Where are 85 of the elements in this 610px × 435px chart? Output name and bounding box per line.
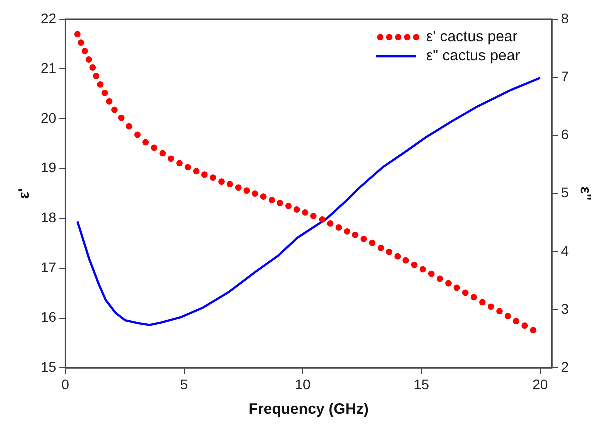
point — [78, 40, 84, 46]
point — [184, 164, 192, 171]
point — [336, 224, 342, 231]
point — [235, 184, 242, 192]
point — [112, 106, 118, 114]
point — [226, 181, 234, 188]
legend-label: ε" cactus pear — [426, 48, 520, 65]
point — [244, 188, 250, 194]
point — [394, 253, 402, 260]
point — [102, 90, 108, 96]
point — [310, 213, 317, 220]
point — [496, 308, 503, 315]
y-tick-label: 21 — [40, 60, 57, 76]
point — [151, 144, 158, 152]
point — [369, 240, 376, 246]
point — [352, 232, 359, 238]
point — [210, 174, 216, 182]
y2-tick-label: 4 — [561, 242, 570, 259]
point — [126, 123, 132, 130]
y-tick-label: 15 — [40, 359, 57, 376]
point — [344, 228, 351, 235]
point — [402, 257, 410, 264]
y-axis-title: ε' — [16, 188, 34, 200]
x-tick-label: 10 — [295, 376, 311, 392]
y2-tick-label: 8 — [561, 10, 570, 26]
point — [193, 168, 200, 175]
point — [411, 262, 418, 268]
point — [470, 294, 478, 301]
y-tick-label: 16 — [40, 309, 57, 326]
point — [378, 244, 384, 252]
x-axis-title: Frequency (GHz) — [248, 401, 369, 418]
x-tick-label: 15 — [414, 376, 430, 392]
point — [479, 299, 486, 306]
point — [160, 150, 166, 157]
point — [513, 318, 520, 325]
point — [286, 203, 292, 210]
point — [428, 270, 435, 278]
point — [268, 197, 276, 204]
point — [504, 313, 512, 320]
point — [74, 31, 81, 38]
point — [302, 210, 309, 216]
point — [319, 216, 326, 223]
point — [436, 276, 444, 282]
point — [420, 266, 426, 273]
x-tick-label: 5 — [180, 376, 188, 392]
y-tick-label: 19 — [40, 160, 57, 176]
point — [97, 81, 104, 88]
point — [530, 327, 537, 334]
x-tick-label: 0 — [62, 376, 70, 392]
point — [86, 56, 92, 63]
point — [106, 98, 113, 105]
point — [118, 114, 125, 122]
y-tick-label: 17 — [40, 259, 57, 276]
point — [252, 190, 258, 197]
point — [488, 304, 494, 310]
legend-label: ε' cactus pear — [426, 28, 518, 46]
point — [294, 206, 300, 213]
point — [218, 178, 225, 186]
y-tick-label: 22 — [40, 10, 57, 26]
y2-tick-label: 2 — [561, 359, 570, 376]
point — [260, 194, 267, 200]
x-tick-label: 20 — [532, 376, 548, 392]
point — [93, 73, 100, 80]
point — [142, 139, 150, 146]
y2-tick-label: 6 — [561, 126, 570, 143]
point — [446, 280, 452, 287]
point — [176, 160, 183, 167]
point — [82, 48, 88, 54]
y-tick-label: 20 — [40, 110, 57, 126]
y2-tick-label: 7 — [561, 68, 570, 84]
y2-axis-title: ε" — [576, 186, 594, 201]
point — [201, 172, 208, 178]
point — [327, 220, 334, 227]
y-tick-label: 18 — [40, 210, 57, 226]
point — [90, 64, 96, 71]
point — [462, 290, 469, 296]
point — [386, 248, 393, 256]
y2-tick-label: 5 — [561, 184, 570, 201]
point — [454, 284, 460, 292]
point — [134, 132, 141, 138]
point — [360, 236, 368, 242]
point — [522, 322, 528, 330]
point — [276, 200, 284, 206]
point — [168, 156, 174, 162]
y2-tick-label: 3 — [561, 300, 570, 317]
